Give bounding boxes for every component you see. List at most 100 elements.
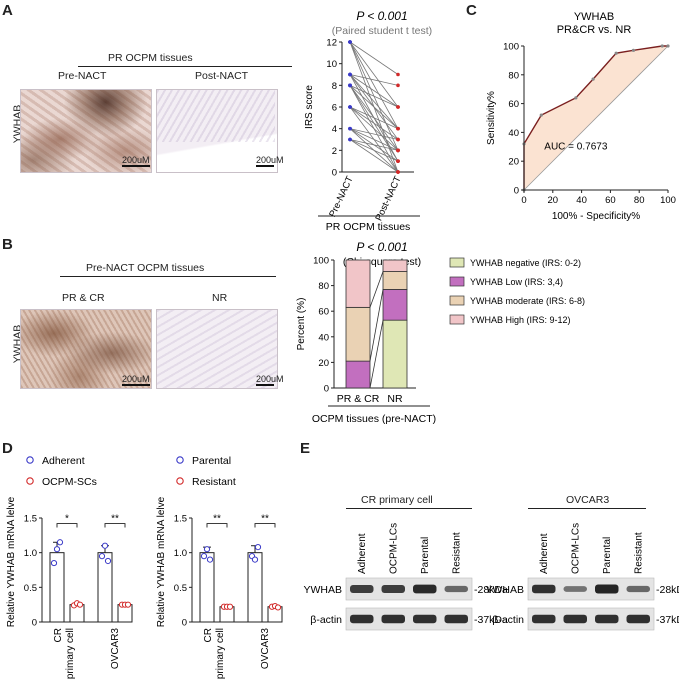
chart-b-legend-label: YWHAB High (IRS: 9-12)	[470, 315, 571, 325]
chart-a-pair-line	[349, 106, 399, 151]
blot-band	[444, 585, 468, 593]
panel-a-header: PR OCPM tissues	[108, 52, 193, 64]
chart-d-left-data-point	[98, 553, 106, 560]
blot-row-label: YWHAB	[303, 584, 342, 596]
chart-b-connector	[369, 271, 384, 308]
chart-c-ytick-label: 0	[514, 186, 519, 197]
chart-b-ytick-label: 80	[318, 281, 329, 292]
chart-d-right-ytick-label: 1.0	[174, 548, 187, 559]
chart-d-left-legend-marker	[26, 477, 34, 485]
chart-b-ytick-label: 0	[324, 384, 329, 395]
blot-row-label: β-actin	[492, 614, 524, 626]
chart-d-left-legend-marker	[26, 456, 34, 464]
chart-a-pair-line	[349, 85, 399, 129]
chart-b-stacked-percent: P < 0.001(Chi-square test)020406080100Pe…	[296, 240, 585, 425]
blot-band	[532, 614, 556, 624]
chart-c-xtick-label: 60	[605, 195, 616, 206]
blot-mw-label: -37kDa	[656, 614, 679, 626]
blot-lane-label: OCPM-LCs	[388, 523, 399, 574]
chart-a-pair-line	[349, 74, 399, 129]
chart-d-right: Parental Resistant 0 0.5 1.0 1.5 Relative YWHA…	[156, 455, 283, 679]
blot-band	[626, 614, 650, 624]
chart-a-post-point	[396, 137, 400, 142]
panel-a-col1: Pre-NACT	[58, 70, 107, 82]
blot-lane-label: Parental	[602, 537, 613, 574]
chart-d-right-ytick-label: 0.5	[174, 583, 187, 594]
blot-membrane	[345, 607, 473, 631]
panel-b-col1: PR & CR	[62, 292, 105, 304]
chart-b-bar-segment	[382, 259, 408, 272]
chart-c-xlabel: 100% - Specificity%	[552, 211, 640, 222]
panel-letter-d: D	[2, 440, 13, 457]
chart-a-ytick-label: 4	[332, 124, 337, 135]
blot-band	[381, 614, 405, 624]
chart-a-ytick-label: 0	[332, 168, 337, 179]
blot-band	[444, 614, 468, 624]
chart-d-right-legend-label: Resistant	[192, 476, 236, 488]
chart-d-left-data-point	[56, 539, 64, 546]
blot-band	[381, 585, 405, 593]
chart-b-connector	[369, 320, 384, 389]
ihc-image-b-prcr	[20, 309, 152, 389]
chart-c-roc-point	[539, 113, 543, 117]
chart-d-right-bar	[247, 552, 263, 623]
blot-right-title-rule	[528, 508, 646, 509]
chart-a-pair-line	[349, 41, 399, 108]
chart-c-roc-point	[631, 48, 636, 52]
chart-d-right-legend-marker	[176, 456, 184, 464]
chart-c-ytick-label: 60	[508, 99, 519, 110]
chart-b-legend-swatch	[449, 314, 465, 325]
panel-letter-b: B	[2, 236, 13, 253]
chart-c-ytick-label: 20	[508, 157, 519, 168]
chart-d-right-data-point	[254, 544, 262, 551]
chart-a-pair-line	[349, 74, 399, 86]
chart-d-right-data-point	[200, 553, 208, 560]
chart-d-left-ytick-label: 0.5	[24, 583, 37, 594]
chart-d-right-data-point	[206, 556, 214, 563]
chart-b-connector	[369, 289, 384, 362]
chart-a-post-point	[396, 170, 400, 174]
panel-b-header-rule	[60, 276, 276, 277]
chart-d-right-sig-label: **	[261, 514, 269, 525]
chart-c-xtick-label: 0	[521, 195, 526, 206]
chart-d-left-ytick-label: 1.5	[24, 514, 37, 525]
chart-d-left-sig-bracket	[56, 523, 78, 528]
chart-d-right-sig-bracket	[206, 523, 228, 528]
chart-d-right-xtick-label: OVCAR3	[260, 628, 271, 670]
chart-b-legend-swatch	[449, 276, 465, 287]
chart-c-roc-point	[614, 51, 618, 55]
blot-band	[595, 614, 619, 624]
blot-band	[350, 614, 374, 624]
chart-a-pre-point	[348, 83, 352, 88]
ihc-image-b-nr	[156, 309, 278, 389]
chart-a-pre-point	[348, 126, 352, 131]
chart-a-group-label: PR OCPM tissues	[326, 221, 411, 233]
chart-c-xtick-label: 40	[576, 195, 587, 206]
chart-a-paired-irs: P < 0.001 (Paired student t test) 0 2 4 6 8 10 1…	[304, 9, 432, 233]
scale-bar-a1: 200uM	[122, 155, 150, 167]
chart-a-ylabel: IRS score	[304, 85, 315, 129]
panel-b-header: Pre-NACT OCPM tissues	[86, 262, 205, 274]
chart-a-pair-line	[349, 85, 399, 162]
chart-d-left-sig-bracket	[104, 523, 126, 528]
chart-d-left-data-point	[124, 601, 132, 608]
chart-d-left-ytick-label: 1.0	[24, 548, 37, 559]
chart-a-pair-line	[349, 139, 399, 162]
chart-b-xtick-label: PR & CR	[337, 393, 380, 405]
chart-a-pair-line	[349, 41, 399, 129]
chart-b-legend-label: YWHAB Low (IRS: 3,4)	[470, 277, 563, 287]
blot-left-title-rule	[346, 508, 472, 509]
chart-a-pair-line	[349, 139, 399, 173]
chart-d-left-legend-label: OCPM-SCs	[42, 476, 97, 488]
blot-lane-label: Adherent	[357, 533, 368, 574]
chart-a-post-point	[396, 83, 400, 88]
chart-d-left-bar	[97, 552, 113, 623]
chart-a-pair-line	[349, 128, 399, 140]
panel-a-col2: Post-NACT	[195, 70, 249, 82]
chart-a-ytick-label: 8	[332, 81, 337, 92]
chart-d-right-data-point	[226, 603, 234, 610]
chart-c-xtick-label: 100	[660, 195, 676, 206]
chart-d-left-xtick-label: CR	[53, 628, 64, 642]
blot-mw-label: -37kDa	[474, 614, 508, 626]
blot-lane-label: Adherent	[539, 533, 550, 574]
